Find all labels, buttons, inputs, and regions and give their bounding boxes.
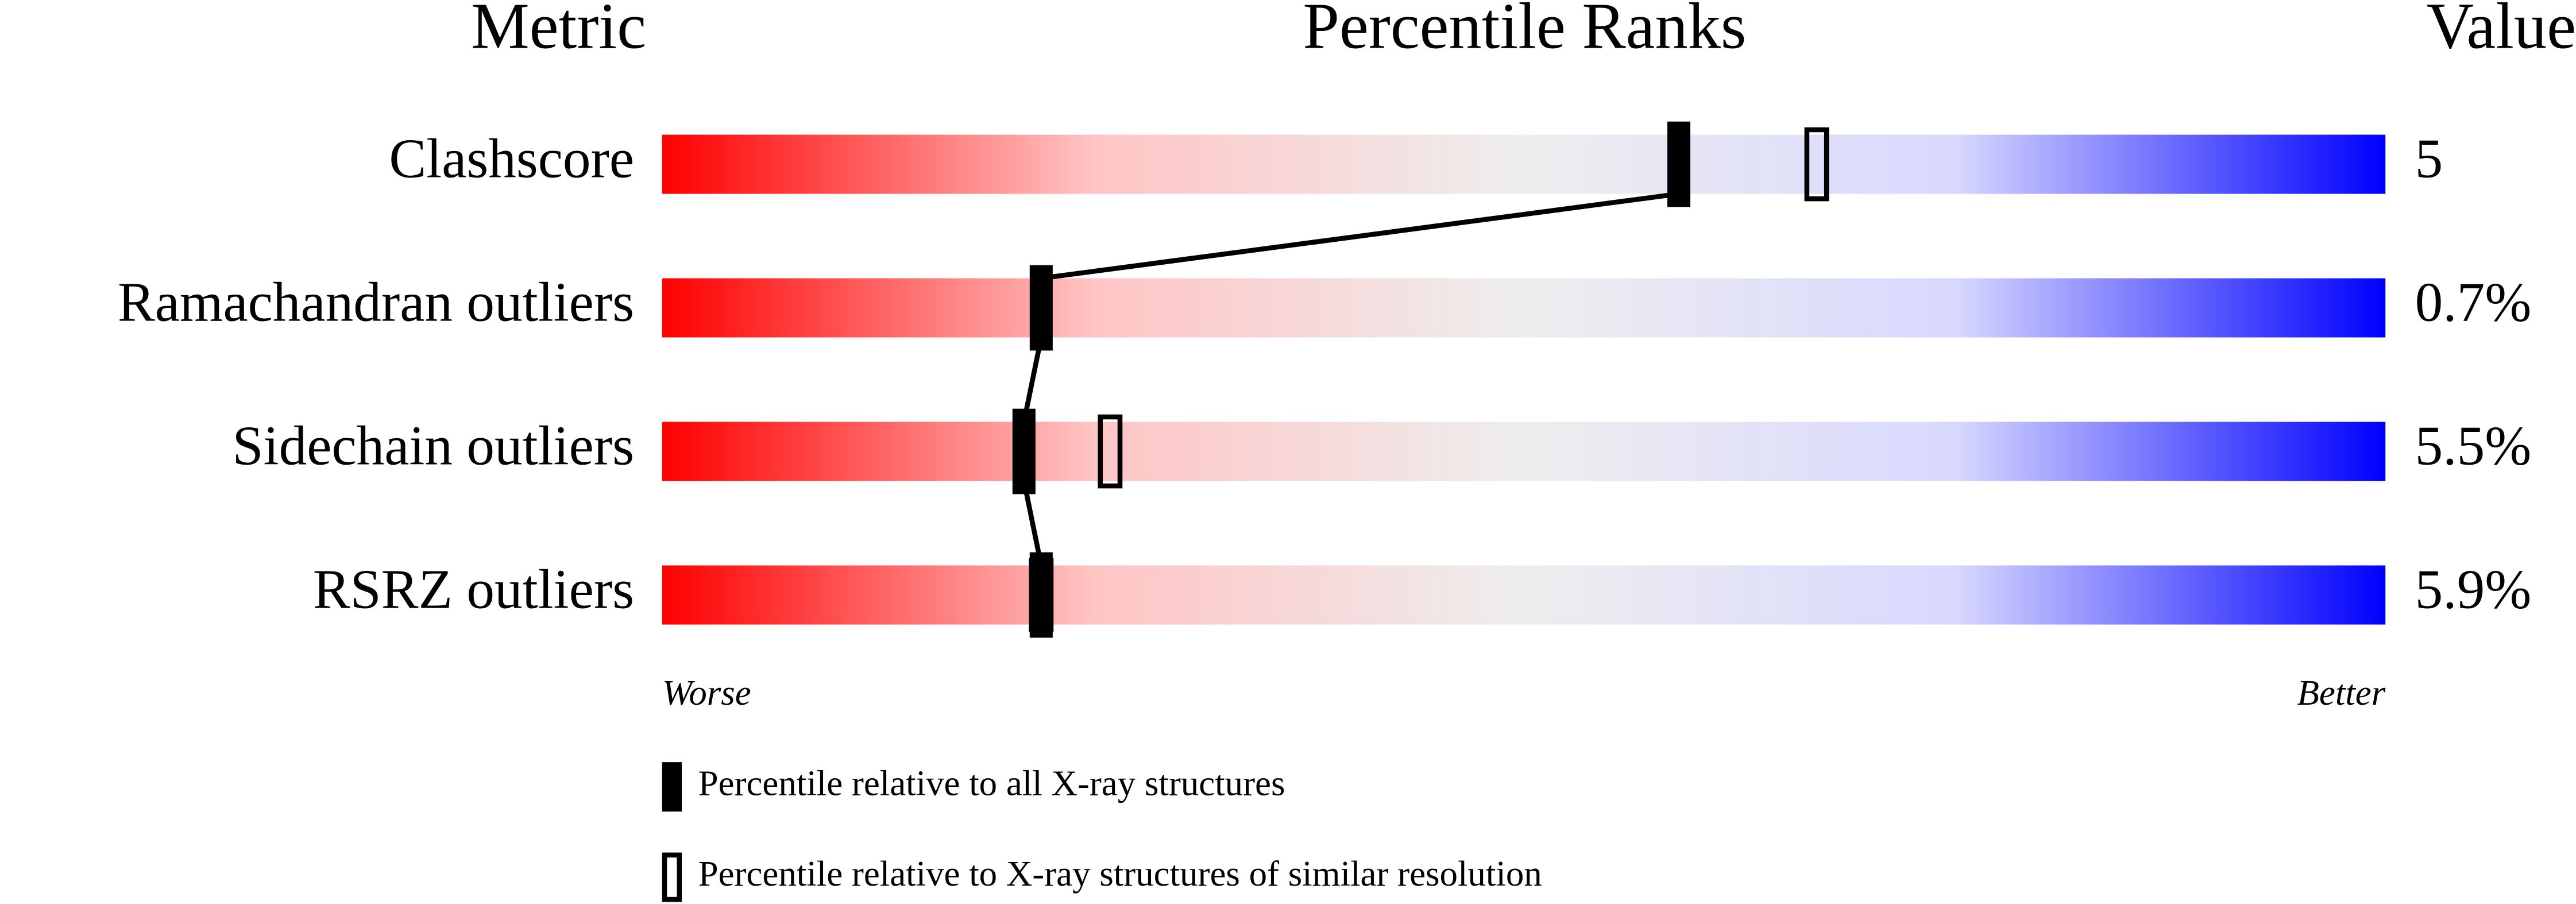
percentile-marker	[1667, 121, 1691, 207]
rank-bar	[662, 565, 2386, 625]
rank-bar	[662, 422, 2386, 481]
metric-label: Sidechain outliers	[233, 415, 635, 477]
metric-header: Metric	[471, 0, 646, 62]
rank-bar	[662, 278, 2386, 338]
legend-label: Percentile relative to all X-ray structu…	[698, 763, 1285, 803]
percentile-marker	[1012, 408, 1036, 495]
legend-label: Percentile relative to X-ray structures …	[698, 853, 1542, 894]
rank-bar	[662, 134, 2386, 194]
metric-label: Ramachandran outliers	[118, 271, 634, 333]
legend-swatch	[662, 852, 682, 902]
percentile-marker	[1029, 265, 1053, 351]
connector-line	[1021, 191, 1679, 566]
metric-value: 5.9%	[2415, 558, 2532, 620]
percentile-marker-open	[1029, 558, 1054, 632]
worse-label: Worse	[662, 673, 751, 713]
metric-label: Clashscore	[389, 128, 634, 190]
better-label: Better	[2297, 673, 2385, 713]
percentile-marker-open	[1804, 127, 1829, 202]
percentile-marker-open	[1098, 414, 1123, 489]
value-header: Value	[2426, 0, 2576, 62]
metric-label: RSRZ outliers	[313, 558, 634, 620]
metric-value: 5.5%	[2415, 415, 2532, 477]
metric-value: 0.7%	[2415, 271, 2532, 333]
ranks-header: Percentile Ranks	[1303, 0, 1746, 62]
legend-swatch	[662, 762, 682, 812]
metric-value: 5	[2415, 128, 2443, 190]
